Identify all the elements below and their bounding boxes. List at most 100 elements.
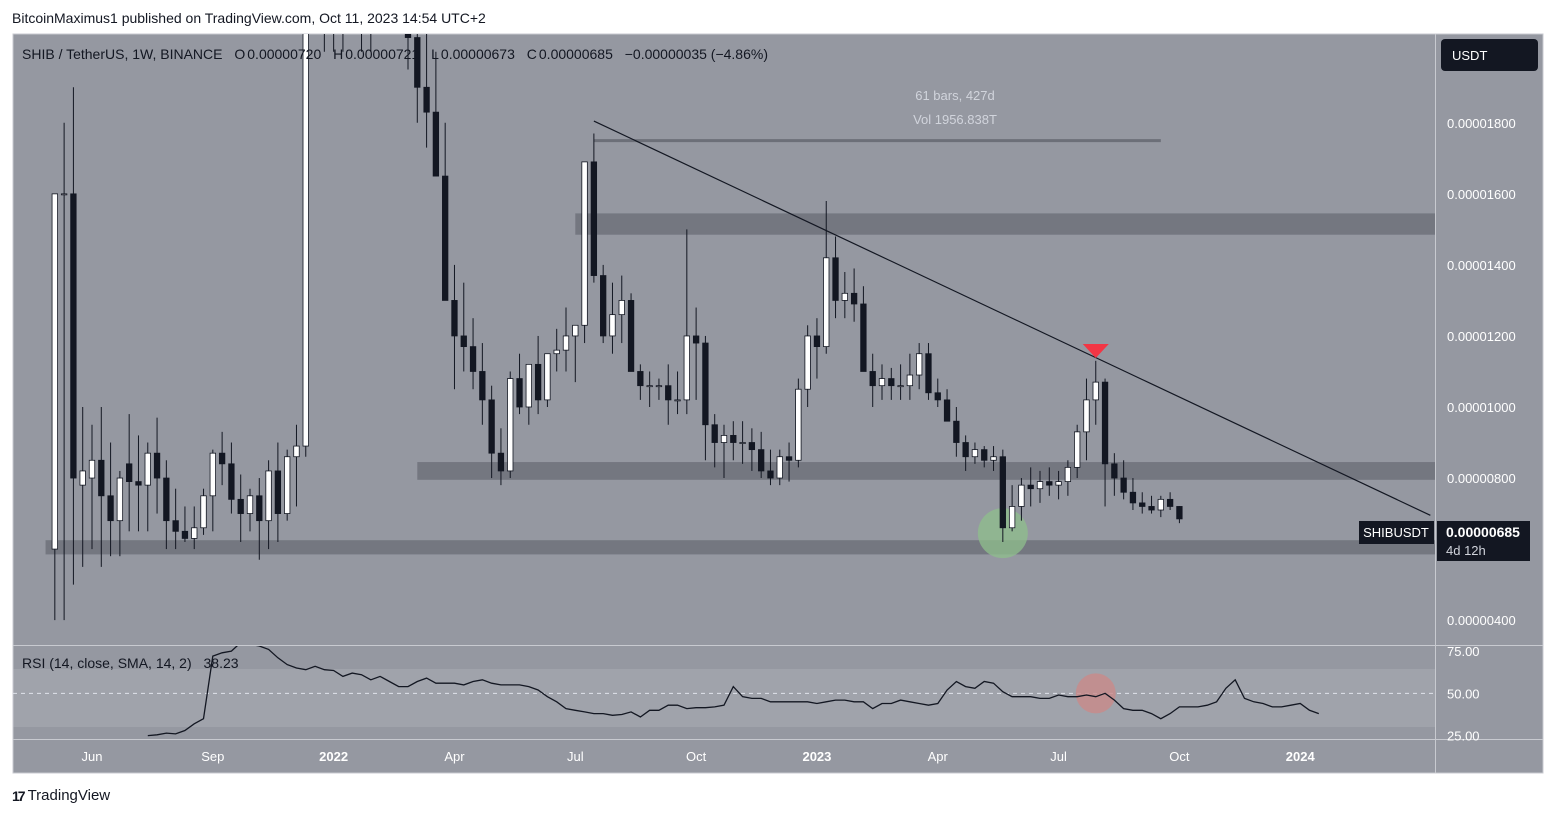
candle[interactable] [181,506,189,542]
candle[interactable] [135,435,142,532]
candle[interactable] [349,0,355,16]
candle[interactable] [767,449,774,486]
candle[interactable] [655,378,663,400]
candle[interactable] [618,275,625,344]
candle[interactable] [804,325,811,407]
candle[interactable] [572,324,579,383]
zone-1[interactable] [417,462,1435,480]
candle[interactable] [1129,478,1137,511]
candle[interactable] [1148,495,1155,514]
candle[interactable] [962,435,969,471]
currency-button[interactable]: USDT [1441,39,1538,71]
candle[interactable] [516,353,523,415]
candle[interactable] [553,328,560,372]
candle[interactable] [590,133,598,283]
candle[interactable] [665,364,672,425]
candle[interactable] [562,307,570,372]
candle[interactable] [776,449,783,486]
candle[interactable] [228,442,235,514]
candle[interactable] [823,200,830,354]
candle[interactable] [795,378,802,468]
candle[interactable] [534,335,542,415]
candle[interactable] [981,446,988,468]
candle[interactable] [525,363,532,425]
candle[interactable] [943,389,951,422]
candle[interactable] [785,442,793,482]
candle[interactable] [218,431,226,486]
candle[interactable] [107,442,114,557]
candle[interactable] [971,442,979,464]
candle[interactable] [581,161,588,344]
candle[interactable] [1139,492,1146,514]
candle[interactable] [730,421,737,461]
candle[interactable] [1074,424,1081,479]
candle[interactable] [284,449,291,521]
candle[interactable] [674,371,681,415]
candle[interactable] [163,460,170,550]
candle[interactable] [237,474,244,542]
candle[interactable] [423,0,430,148]
candle[interactable] [200,488,207,535]
rsi-legend[interactable]: RSI (14, close, SMA, 14, 2) 38.23 [22,655,239,671]
candle[interactable] [646,371,653,407]
candle[interactable] [692,307,700,400]
candle[interactable] [544,353,551,407]
candle[interactable] [191,506,198,550]
candle[interactable] [1055,470,1062,500]
candle[interactable] [1166,492,1174,511]
candle[interactable] [906,353,914,400]
candle[interactable] [888,367,895,400]
candle[interactable] [637,364,644,400]
candle[interactable] [758,431,765,479]
candle[interactable] [720,424,728,479]
zone-0[interactable] [575,213,1435,235]
candle[interactable] [60,122,68,621]
candle[interactable] [293,424,300,507]
candle[interactable] [609,282,616,354]
candle[interactable] [999,449,1006,542]
candle[interactable] [469,318,477,390]
candle[interactable] [702,335,709,461]
candle[interactable] [1064,460,1072,496]
currency-button-bg[interactable] [1441,39,1538,71]
candle[interactable] [600,264,607,344]
candle[interactable] [739,421,746,464]
candle[interactable] [1111,453,1118,496]
candle[interactable] [404,0,412,70]
candle[interactable] [1101,378,1109,507]
candle[interactable] [246,488,254,532]
candle[interactable] [488,385,495,479]
rsi-title[interactable]: RSI (14, close, SMA, 14, 2) [22,655,192,671]
candle[interactable] [748,428,756,471]
candle[interactable] [1046,467,1053,496]
candle[interactable] [916,343,923,390]
candle[interactable] [1176,506,1183,524]
candle[interactable] [265,460,272,550]
price-axis-background[interactable] [1436,34,1543,739]
candle[interactable] [116,470,124,557]
candle[interactable] [897,364,904,400]
candle[interactable] [934,378,941,407]
currency-button-label[interactable]: USDT [1452,48,1487,63]
zone-2[interactable] [45,540,1435,555]
candle[interactable] [990,446,997,471]
candle[interactable] [70,87,77,585]
candle[interactable] [1092,360,1099,425]
candle[interactable] [153,417,161,514]
candle[interactable] [126,414,133,532]
symbol-legend[interactable]: SHIB / TetherUS, 1W, BINANCE O 0.00000720… [22,46,768,62]
candle[interactable] [627,293,635,372]
candle[interactable] [878,364,886,400]
candle[interactable] [396,0,402,16]
candle[interactable] [507,371,514,479]
tradingview-footer[interactable]: 17 TradingView [12,787,110,804]
candle[interactable] [1120,460,1127,500]
candle[interactable] [869,353,876,407]
time-axis-background[interactable] [13,740,1543,773]
candle[interactable] [414,0,421,123]
candle[interactable] [274,442,282,542]
candle[interactable] [1083,378,1090,461]
candle[interactable] [98,406,105,567]
candle[interactable] [256,478,263,560]
